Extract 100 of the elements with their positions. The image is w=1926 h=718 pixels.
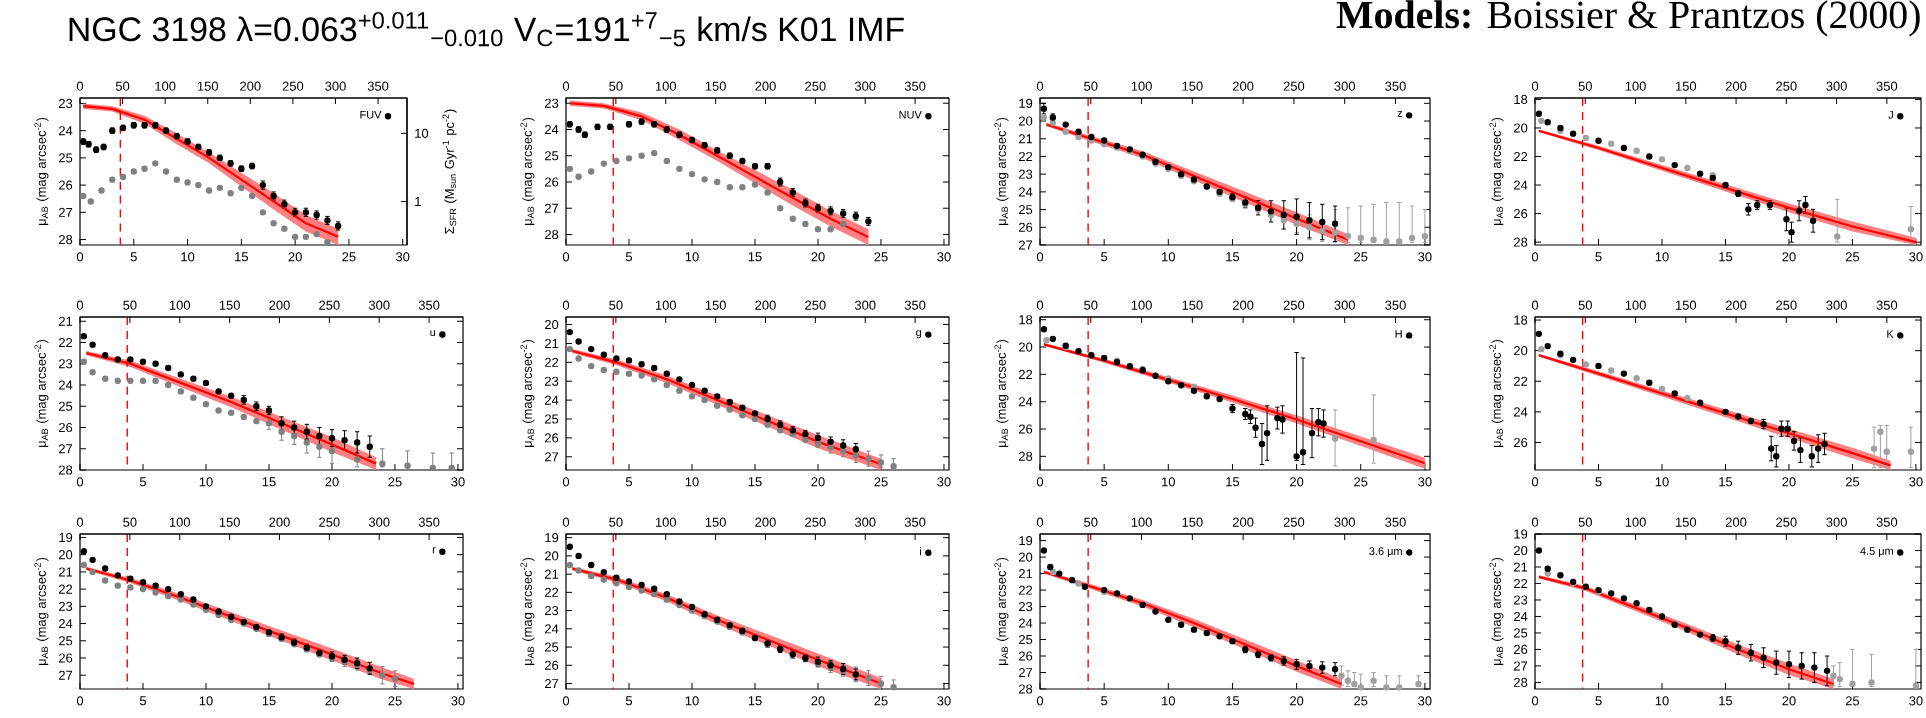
- y-tick-label: 23: [1019, 169, 1033, 179]
- y-tick-label: 21: [59, 316, 73, 326]
- x-tick-label: 15: [262, 696, 276, 706]
- y-tick-label: 26: [1019, 651, 1033, 661]
- y-tick-label: 20: [59, 550, 73, 560]
- x-tick-label: 0: [1531, 477, 1539, 487]
- y-tick-label: 21: [545, 338, 559, 348]
- x-tick-label: 20: [1290, 696, 1304, 706]
- y-tick-label: 22: [545, 357, 559, 367]
- x-tick-label: 30: [1909, 477, 1923, 487]
- x-tick-label: 5: [130, 252, 137, 262]
- x2-tick-label: 0: [1531, 81, 1539, 91]
- x2-tick-label: 250: [1283, 517, 1305, 527]
- y-tick-label: 22: [1019, 151, 1033, 161]
- y-tick-label: 22: [545, 587, 559, 597]
- x2-tick-label: 300: [1826, 300, 1847, 310]
- x-tick-label: 5: [1595, 477, 1602, 487]
- x2-tick-label: 0: [562, 300, 570, 310]
- x2-tick-label: 350: [1876, 81, 1898, 91]
- x-tick-label: 10: [685, 252, 699, 262]
- x2-tick-label: 250: [805, 81, 826, 91]
- y-tick-label: 24: [1019, 397, 1033, 407]
- y-tick-label: 19: [545, 533, 559, 543]
- y2-tick-label: 10: [415, 128, 429, 138]
- x2-tick-label: 200: [1232, 300, 1254, 310]
- legend-label: 4.5 μm: [1860, 547, 1893, 557]
- y-tick-label: 20: [1019, 552, 1033, 562]
- x2-tick-label: 100: [155, 81, 176, 91]
- y-tick-label: 27: [59, 207, 73, 217]
- x2-tick-label: 350: [367, 81, 389, 91]
- x2-tick-label: 250: [282, 81, 304, 91]
- x2-tick-label: 250: [1776, 81, 1797, 91]
- y-tick-label: 18: [1514, 315, 1528, 325]
- legend-label: u: [430, 330, 436, 337]
- x-tick-label: 15: [235, 252, 249, 262]
- x-tick-label: 25: [1354, 477, 1368, 487]
- x2-tick-label: 50: [1084, 517, 1098, 527]
- x-tick-label: 25: [874, 477, 888, 487]
- legend-label: NUV: [899, 110, 922, 119]
- y-tick-label: 26: [59, 180, 73, 190]
- x-tick-label: 0: [562, 477, 570, 487]
- y-tick-label: 20: [1514, 545, 1528, 556]
- x-tick-label: 5: [1101, 696, 1108, 706]
- y-tick-label: 23: [1514, 595, 1528, 605]
- x2-tick-label: 150: [1182, 81, 1203, 91]
- x-tick-label: 10: [1162, 696, 1175, 706]
- x-tick-label: 10: [1655, 696, 1669, 706]
- y-tick-label: 26: [1514, 209, 1528, 219]
- x-tick-label: 20: [1782, 696, 1796, 706]
- x-tick-label: 25: [388, 477, 402, 487]
- y-tick-label: 28: [1514, 677, 1528, 687]
- x2-tick-label: 50: [1578, 81, 1592, 91]
- x2-tick-label: 250: [805, 517, 826, 527]
- y-axis-title: μ$_{AB}$ (mag arcsec$^{-2}$): [34, 557, 49, 666]
- x-tick-label: 15: [748, 696, 762, 706]
- y-tick-label: 24: [545, 624, 559, 634]
- x-tick-label: 15: [1719, 252, 1733, 262]
- x2-tick-label: 50: [1578, 300, 1592, 310]
- y-tick-label: 20: [545, 319, 559, 330]
- y-tick-label: 21: [1514, 562, 1528, 572]
- y-axis-title: μ$_{AB}$ (mag arcsec$^{-2}$): [34, 339, 49, 448]
- y-tick-label: 22: [1514, 152, 1528, 162]
- x-tick-label: 30: [451, 477, 465, 487]
- x-tick-label: 20: [288, 252, 302, 262]
- y-tick-label: 25: [59, 636, 73, 646]
- x-tick-label: 25: [1845, 477, 1860, 487]
- x2-tick-label: 250: [1776, 300, 1797, 310]
- x2-tick-label: 300: [368, 517, 390, 527]
- x-tick-label: 30: [1909, 252, 1923, 262]
- x-tick-label: 0: [76, 696, 84, 706]
- y-tick-label: 21: [545, 569, 559, 579]
- y-axis-title: μ$_{AB}$ (mag arcsec$^{-2}$): [994, 557, 1009, 666]
- x-tick-label: 30: [396, 252, 410, 262]
- x2-tick-label: 200: [755, 517, 776, 527]
- y-tick-label: 28: [1019, 684, 1033, 694]
- x-tick-label: 20: [1290, 477, 1304, 487]
- x2-tick-label: 0: [1531, 300, 1539, 310]
- y-tick-label: 23: [59, 359, 73, 369]
- x2-tick-label: 50: [1578, 517, 1592, 527]
- y-tick-label: 25: [59, 401, 73, 411]
- y-tick-label: 22: [59, 584, 73, 594]
- x2-tick-label: 300: [854, 300, 876, 310]
- x-tick-label: 0: [1531, 252, 1539, 262]
- x2-tick-label: 250: [1283, 81, 1305, 91]
- x-tick-label: 20: [1290, 252, 1304, 262]
- x2-tick-label: 300: [854, 517, 876, 527]
- y-axis-title: μ$_{AB}$ (mag arcsec$^{-2}$): [994, 117, 1009, 226]
- x-tick-label: 10: [1655, 477, 1669, 487]
- x2-tick-label: 0: [1531, 517, 1539, 527]
- x2-tick-label: 300: [1826, 517, 1847, 527]
- y-axis-title: μ$_{AB}$ (mag arcsec$^{-2}$): [1489, 339, 1504, 448]
- y-tick-label: 27: [545, 679, 559, 689]
- y-tick-label: 22: [1514, 376, 1528, 386]
- y-tick-label: 23: [545, 606, 559, 616]
- x-tick-label: 5: [1101, 252, 1108, 262]
- x2-tick-label: 250: [319, 300, 340, 310]
- x-tick-label: 25: [874, 252, 888, 262]
- x-tick-label: 30: [1418, 252, 1432, 262]
- y-tick-label: 22: [59, 337, 73, 348]
- y-tick-label: 27: [59, 670, 73, 680]
